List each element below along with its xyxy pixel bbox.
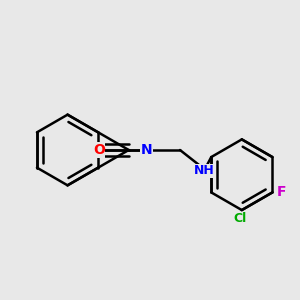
Text: NH: NH	[194, 164, 215, 177]
Text: O: O	[93, 143, 105, 157]
Text: F: F	[277, 185, 286, 200]
Text: N: N	[141, 143, 152, 157]
Text: Cl: Cl	[234, 212, 247, 225]
Text: O: O	[93, 143, 105, 157]
